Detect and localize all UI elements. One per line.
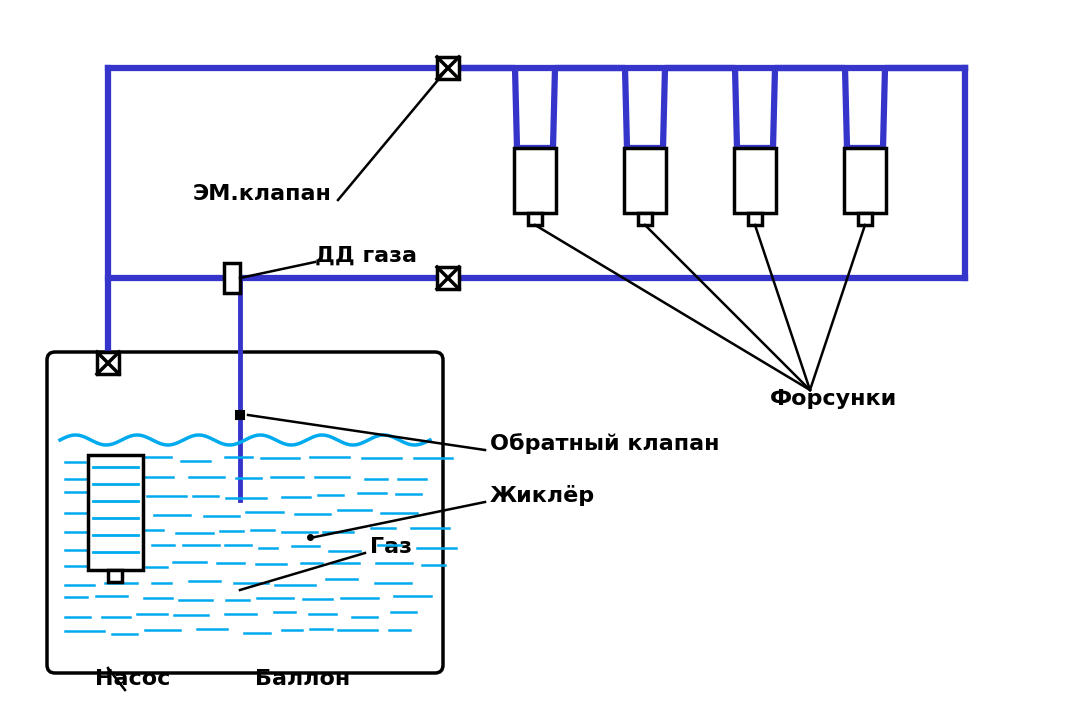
Bar <box>437 267 459 289</box>
Bar <box>843 148 886 213</box>
Text: Жиклёр: Жиклёр <box>490 485 595 506</box>
Bar <box>514 148 556 213</box>
Text: Насос: Насос <box>95 669 170 689</box>
Text: Газ: Газ <box>370 537 412 557</box>
Text: ЭМ.клапан: ЭМ.клапан <box>193 184 332 204</box>
Text: Обратный клапан: Обратный клапан <box>490 433 720 454</box>
Text: ДД газа: ДД газа <box>315 246 417 266</box>
Bar <box>437 57 459 79</box>
Bar <box>528 213 542 225</box>
Bar <box>224 263 240 293</box>
Bar <box>97 352 119 374</box>
Bar <box>858 213 872 225</box>
Text: Баллон: Баллон <box>255 669 350 689</box>
Bar <box>624 148 666 213</box>
Bar <box>108 570 122 582</box>
Bar <box>748 213 761 225</box>
Bar <box>638 213 652 225</box>
Bar <box>236 411 244 419</box>
Bar <box>87 455 143 570</box>
FancyBboxPatch shape <box>47 352 443 673</box>
Bar <box>734 148 776 213</box>
Text: Форсунки: Форсунки <box>770 389 897 409</box>
